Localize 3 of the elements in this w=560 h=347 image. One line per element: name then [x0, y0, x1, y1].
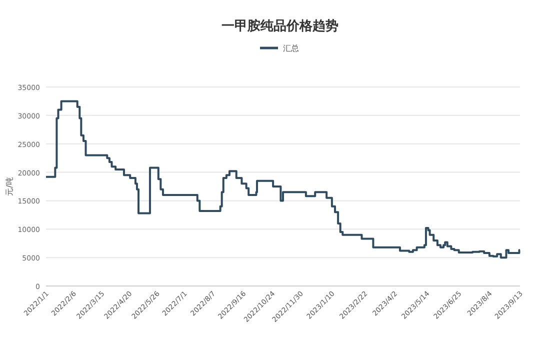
- legend-label: 汇总: [283, 44, 299, 53]
- chart-title: 一甲胺纯品价格趋势: [222, 18, 338, 34]
- y-axis-title: 元/吨: [5, 177, 14, 196]
